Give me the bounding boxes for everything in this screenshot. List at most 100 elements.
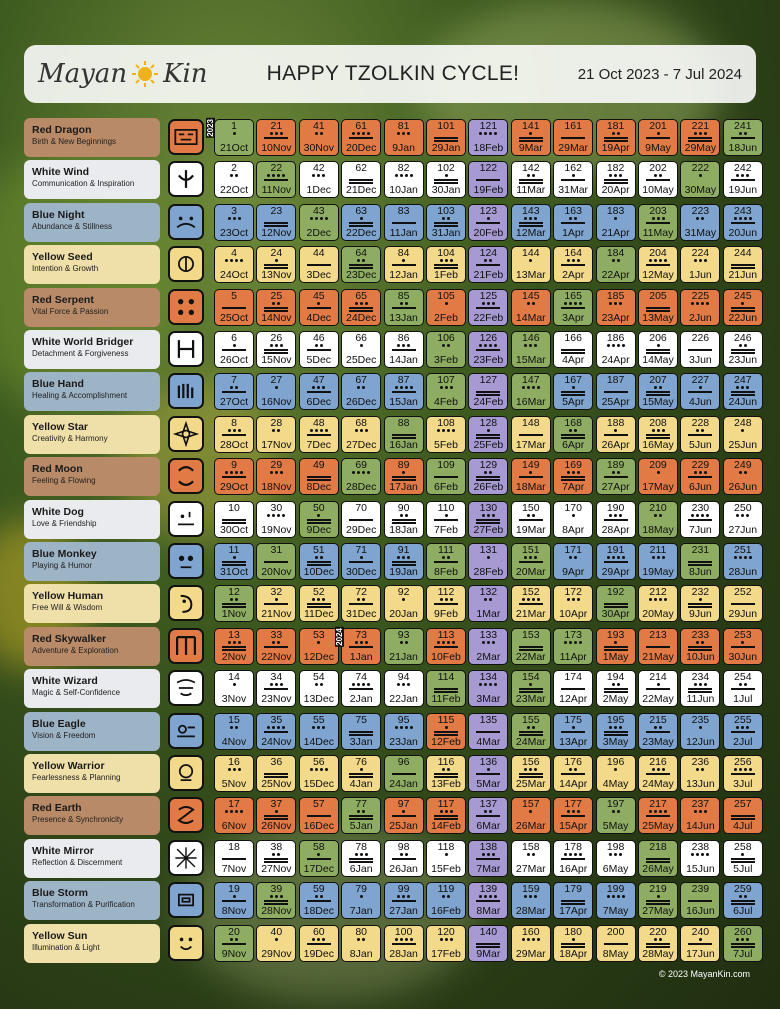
kin-number: 68	[355, 416, 368, 429]
kin-cell: 139 8Mar	[468, 882, 509, 920]
kin-date: 4Jun	[689, 396, 712, 409]
kin-cell: 165 3Apr	[553, 288, 594, 326]
tone-glyph	[681, 386, 719, 398]
tone-glyph	[385, 301, 423, 314]
kin-number: 254	[734, 671, 752, 684]
tone-glyph	[215, 768, 253, 780]
kin-date: 27Apr	[601, 481, 630, 494]
kin-number: 89	[397, 459, 410, 472]
seal-row: Blue Storm Transformation & Purification 1…	[24, 881, 764, 921]
kin-cell: 239 16Jun	[680, 882, 721, 920]
kin-date: 31May	[684, 226, 717, 239]
wizard-glyph-icon	[168, 670, 204, 707]
kin-number: 213	[649, 628, 667, 641]
tone-glyph	[681, 683, 719, 695]
kin-date: 30Jun	[728, 650, 758, 663]
world-bridger-glyph-icon	[168, 331, 204, 367]
tone-glyph	[257, 513, 295, 526]
kin-number: 227	[691, 374, 710, 387]
tone-glyph	[512, 683, 550, 695]
kin-number: 260	[734, 925, 752, 938]
tone-glyph	[469, 428, 507, 441]
kin-number: 18	[228, 840, 240, 853]
seal-description: Birth & New Beginnings	[32, 137, 117, 146]
kin-number: 188	[606, 416, 625, 429]
kin-date: 5Jun	[689, 438, 712, 451]
kin-date: 12Apr	[559, 693, 588, 706]
tone-glyph	[469, 216, 507, 229]
tone-glyph	[215, 259, 253, 271]
kin-number: 215	[649, 713, 667, 726]
kin-cell: 199 7May	[595, 882, 636, 920]
tone-glyph	[469, 683, 507, 695]
kin-cell: 254 1Jul	[722, 670, 763, 708]
kin-date: 10Nov	[261, 142, 292, 154]
kin-cell: 248 25Jun	[722, 415, 763, 453]
kin-number: 26	[270, 332, 283, 344]
kin-cell: 127 24Feb	[468, 373, 509, 411]
kin-date: 9Mar	[518, 142, 543, 154]
tone-glyph	[300, 598, 338, 610]
seal-row: Yellow Warrior Fearlessness & Planning 16 5…	[24, 754, 764, 794]
serpent-glyph-icon	[168, 288, 204, 325]
kin-number: 116	[437, 756, 455, 768]
kin-number: 189	[606, 459, 625, 472]
tone-glyph	[554, 640, 592, 653]
seal-description: Healing & Accomplishment	[32, 391, 128, 401]
logo-word-right: Kin	[163, 59, 208, 89]
kin-number: 110	[437, 501, 455, 514]
kin-number: 17	[228, 798, 240, 811]
tone-glyph	[554, 132, 592, 144]
kin-date: 15Mar	[515, 354, 546, 366]
kin-date: 25Apr	[601, 396, 630, 409]
kin-number: 167	[564, 374, 582, 387]
tone-glyph	[639, 853, 677, 865]
kin-cell: 191 29Apr	[595, 543, 636, 580]
kin-date: 21Nov	[261, 608, 292, 621]
kin-cell: 84 12Jan	[383, 246, 424, 284]
kin-number: 117	[437, 798, 455, 811]
tone-glyph	[597, 683, 635, 695]
kin-number: 127	[479, 374, 498, 387]
tone-glyph	[385, 429, 423, 441]
tone-glyph	[427, 344, 465, 356]
kin-cell: 215 23May	[638, 712, 678, 750]
kin-date: 9Feb	[434, 608, 458, 621]
kin-cell: 210 18May	[638, 500, 678, 538]
kin-date: 3Dec	[306, 269, 332, 282]
kin-cell: 259 6Jul	[722, 882, 763, 920]
tone-glyph	[300, 513, 338, 526]
seal-description: Detachment & Forgiveness	[32, 349, 129, 358]
kin-date: 4Mar	[476, 735, 501, 748]
kin-cell: 39 28Nov	[256, 882, 297, 920]
kin-number: 191	[606, 544, 625, 556]
kin-cell: 158 27Mar	[510, 839, 551, 877]
kin-number: 159	[522, 883, 540, 896]
kin-date: 8Dec	[306, 481, 332, 494]
kin-cell: 68 27Dec	[341, 415, 382, 453]
kin-number: 259	[734, 883, 752, 896]
seal-name: Red Skywalker	[32, 632, 107, 645]
tone-glyph	[512, 556, 550, 568]
kin-cell: 177 15Apr	[553, 797, 594, 835]
kin-cell: 252 29Jun	[722, 585, 763, 623]
dragon-glyph-icon	[168, 119, 204, 155]
tone-glyph	[597, 598, 635, 610]
kin-cell: 227 4Jun	[680, 373, 721, 411]
kin-cell: 115 12Feb	[426, 712, 466, 750]
hand-glyph-icon	[168, 373, 204, 410]
kin-number: 246	[734, 332, 752, 344]
kin-number: 174	[564, 671, 582, 684]
tone-glyph	[724, 725, 762, 738]
kin-cell: 133 2Mar	[468, 627, 509, 665]
tone-glyph	[257, 768, 295, 780]
kin-cell: 247 24Jun	[722, 373, 763, 411]
kin-cell: 106 3Feb	[426, 331, 466, 368]
kin-cell: 181 19Apr	[595, 119, 636, 156]
tone-glyph	[639, 683, 677, 695]
kin-date: 19Jun	[728, 184, 758, 197]
mayankin-logo: Mayan Kin	[38, 59, 238, 89]
kin-number: 199	[606, 883, 625, 896]
kin-number: 34	[270, 671, 283, 684]
kin-date: 28Jan	[389, 947, 418, 960]
